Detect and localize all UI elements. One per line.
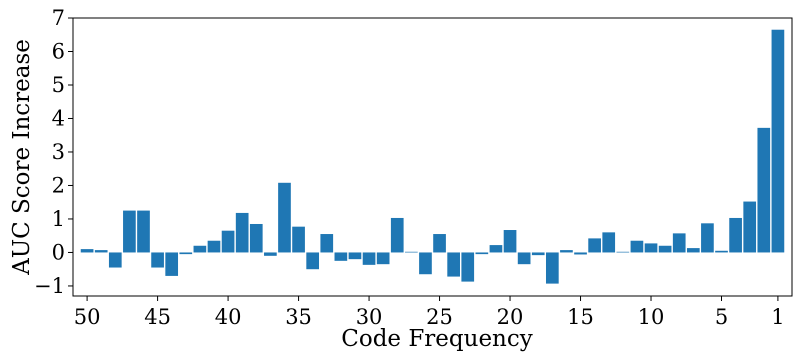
- bar-27: [405, 251, 418, 253]
- bar-44: [165, 252, 179, 276]
- plot-frame: [72, 17, 793, 297]
- bar-49: [94, 250, 108, 253]
- bar-12: [616, 251, 630, 253]
- bar-14: [588, 238, 601, 253]
- bar-37: [264, 252, 277, 256]
- bar-18: [531, 252, 545, 256]
- bar-21: [489, 245, 503, 253]
- bar-17: [545, 252, 559, 284]
- bar-8: [672, 233, 686, 253]
- x-tick-label-1: 1: [771, 305, 784, 329]
- bar-38: [249, 223, 263, 253]
- bar-36: [278, 182, 291, 253]
- bar-48: [108, 252, 122, 268]
- bar-13: [602, 232, 616, 253]
- bar-50: [80, 249, 94, 253]
- x-tick-label-15: 15: [567, 305, 594, 329]
- y-tick-label-4: 4: [52, 106, 65, 130]
- bar-15: [574, 252, 587, 255]
- y-tick-label-1: 1: [52, 207, 65, 231]
- bar-40: [221, 230, 235, 253]
- y-tick-label--1: −1: [34, 274, 65, 298]
- x-tick-label-10: 10: [638, 305, 665, 329]
- bar-31: [348, 252, 362, 260]
- bar-33: [320, 234, 334, 253]
- bar-4: [729, 217, 742, 253]
- bar-11: [630, 240, 644, 253]
- bar-3: [743, 201, 757, 253]
- y-tick-label-7: 7: [52, 6, 65, 30]
- x-tick-label-30: 30: [356, 305, 383, 329]
- x-tick-label-20: 20: [497, 305, 524, 329]
- x-axis-label: Code Frequency: [341, 326, 533, 352]
- bar-34: [306, 252, 320, 270]
- bar-46: [137, 210, 150, 253]
- bar-1: [771, 29, 785, 253]
- axes-group: [72, 17, 793, 297]
- bar-45: [151, 252, 164, 268]
- bar-6: [701, 223, 714, 253]
- bar-47: [123, 210, 136, 253]
- bar-2: [757, 127, 771, 253]
- bar-5: [715, 250, 728, 253]
- bar-28: [390, 217, 404, 253]
- y-axis-label: AUC Score Increase: [9, 39, 35, 276]
- x-tick-label-50: 50: [74, 305, 101, 329]
- bar-39: [235, 212, 249, 253]
- bar-19: [517, 252, 531, 265]
- bar-24: [447, 252, 460, 277]
- bar-25: [433, 234, 446, 253]
- x-tick-label-40: 40: [215, 305, 242, 329]
- bar-32: [334, 252, 348, 261]
- bar-26: [419, 252, 432, 275]
- y-tick-label-6: 6: [52, 39, 65, 63]
- x-ticks-group: 50 45 40 35 30 25 20 15 10 5 1: [74, 296, 785, 329]
- y-tick-label-0: 0: [52, 240, 65, 264]
- bar-22: [475, 252, 489, 255]
- bar-30: [362, 252, 376, 265]
- bar-10: [644, 243, 658, 253]
- x-tick-label-5: 5: [715, 305, 728, 329]
- x-tick-label-25: 25: [426, 305, 453, 329]
- bar-42: [193, 245, 207, 253]
- bar-29: [376, 252, 390, 265]
- bar-20: [503, 230, 517, 253]
- bar-7: [686, 248, 700, 253]
- bar-23: [461, 252, 475, 282]
- y-tick-label-3: 3: [52, 140, 65, 164]
- bar-35: [292, 226, 305, 253]
- bar-41: [207, 240, 221, 253]
- x-tick-label-45: 45: [144, 305, 171, 329]
- y-tick-label-5: 5: [52, 73, 65, 97]
- y-tick-label-2: 2: [52, 173, 65, 197]
- bar-43: [179, 252, 193, 255]
- bars-group: [80, 29, 785, 284]
- bar-16: [560, 250, 573, 253]
- y-ticks-group: −1 0 1 2 3 4 5 6 7: [34, 6, 73, 298]
- bar-9: [658, 245, 672, 253]
- x-tick-label-35: 35: [285, 305, 312, 329]
